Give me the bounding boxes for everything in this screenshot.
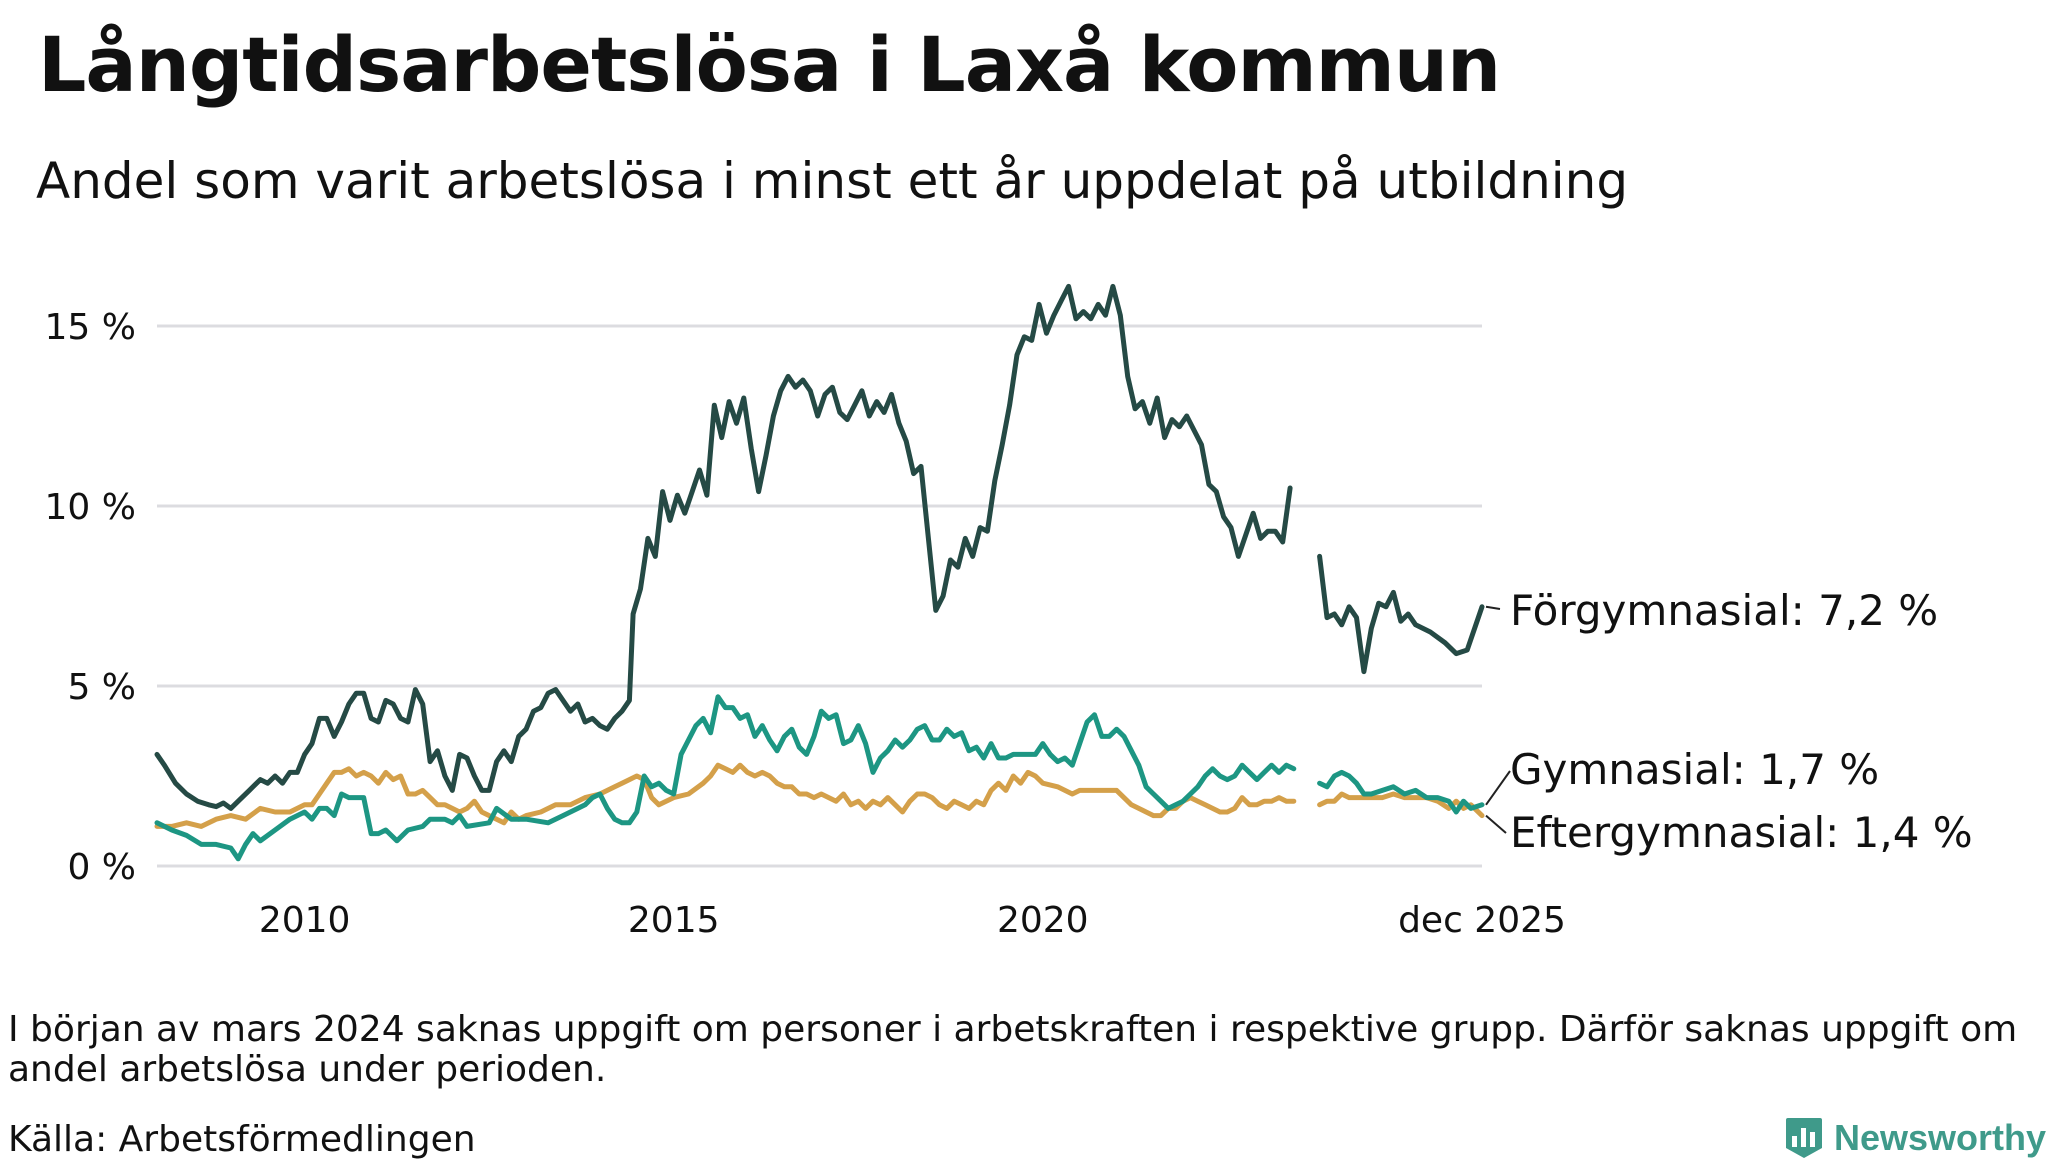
end-label-gymnasial: Gymnasial: 1,7 % [1510,745,1879,794]
chart-title: Långtidsarbetslösa i Laxå kommun [38,20,1501,109]
footnote: I början av mars 2024 saknas uppgift om … [8,1009,2018,1090]
series-end-labels: Förgymnasial: 7,2 % Gymnasial: 1,7 % Efter… [1485,586,1973,857]
y-tick-label: 5 % [67,667,136,708]
newsworthy-logo: Newsworthy [1784,1116,2046,1160]
brand-name: Newsworthy [1834,1117,2047,1158]
x-tick-label: 2015 [628,900,720,941]
end-label-förgymnasial: Förgymnasial: 7,2 % [1510,586,1938,635]
y-axis-labels: 0 % 5 % 10 % 15 % [45,307,136,888]
series-line-eftergymnasial-segment-2 [1317,791,1485,819]
series-line-gymnasial-segment-2 [1317,769,1485,815]
y-tick-label: 15 % [45,307,136,348]
end-label-eftergymnasial: Eftergymnasial: 1,4 % [1510,808,1973,857]
x-tick-label: 2020 [997,900,1089,941]
gridlines [157,324,1482,868]
series-lines [154,283,1485,862]
x-tick-label: dec 2025 [1398,900,1566,941]
source-credit: Källa: Arbetsförmedlingen [8,1119,476,1160]
series-line-förgymnasial-segment-1 [154,283,1293,811]
y-tick-label: 10 % [45,487,136,528]
leader-line-gymnasial [1485,770,1511,806]
x-tick-label: 2010 [259,900,351,941]
bar-chart-logo-icon [1786,1118,1822,1158]
chart-subtitle: Andel som varit arbetslösa i minst ett å… [36,152,1629,210]
series-line-förgymnasial-segment-2 [1317,553,1485,675]
x-axis-labels: 2010 2015 2020 dec 2025 [259,900,1566,941]
line-chart: 0 % 5 % 10 % 15 % 2010 2015 2020 dec 2025 Förg… [45,283,1973,941]
y-tick-label: 0 % [67,847,136,888]
series-line-gymnasial-segment-1 [154,694,1297,862]
leader-line-eftergymnasial [1485,814,1507,834]
leader-line-förgymnasial [1485,605,1501,610]
series-line-eftergymnasial-segment-1 [154,762,1297,829]
